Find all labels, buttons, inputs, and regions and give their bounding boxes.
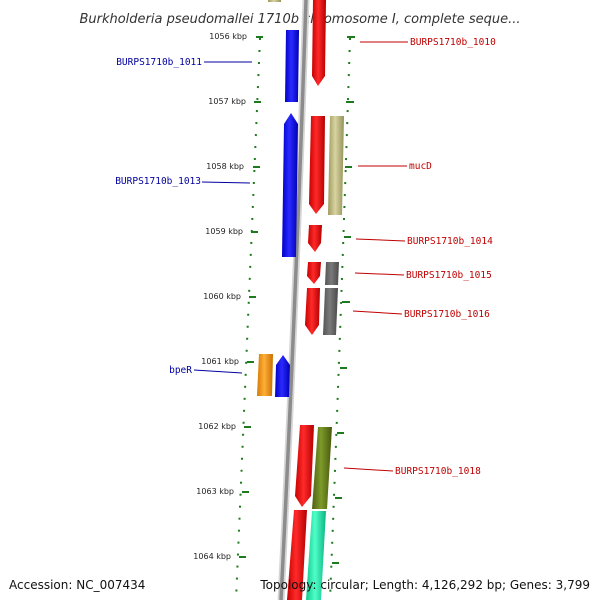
tick-1063: 1063 kbp [196, 487, 342, 499]
svg-text:BURPS1710b_1014: BURPS1710b_1014 [407, 236, 493, 247]
svg-text:bpeR: bpeR [169, 365, 192, 376]
svg-text:BURPS1710b_1018: BURPS1710b_1018 [395, 466, 481, 477]
gene-label-burps1710b-1016[interactable]: BURPS1710b_1016 [352, 309, 490, 320]
tick-label-1062: 1062 kbp [198, 422, 236, 431]
tick-1061: 1061 kbp [201, 357, 347, 369]
tick-1058: 1058 kbp [206, 162, 352, 171]
backbone [279, 0, 308, 600]
gene-arrow-bottom-red[interactable] [287, 510, 307, 600]
tick-1056: 1056 kbp [209, 32, 355, 41]
gene-arrow-khaki[interactable] [328, 116, 344, 215]
accession-text: Accession: NC_007434 [9, 578, 146, 592]
gene-arrow-burps1710b-1013[interactable] [282, 113, 298, 257]
tick-1057: 1057 kbp [208, 97, 354, 106]
gene-arrow-orange[interactable] [257, 354, 273, 396]
gene-arrow-grey-2[interactable] [323, 288, 338, 335]
gene-arrow-top-khaki[interactable] [268, 0, 281, 2]
gene-label-burps1710b-1014[interactable]: BURPS1710b_1014 [355, 236, 493, 247]
tick-label-1058: 1058 kbp [206, 162, 244, 171]
svg-text:mucD: mucD [409, 161, 432, 172]
gene-arrow-burps1710b-1010[interactable] [312, 0, 326, 86]
genome-summary-text: Topology: circular; Length: 4,126,292 bp… [260, 578, 590, 592]
tick-label-1056: 1056 kbp [209, 32, 247, 41]
svg-text:BURPS1710b_1013: BURPS1710b_1013 [115, 176, 201, 187]
tick-label-1064: 1064 kbp [193, 552, 231, 561]
gene-arrow-burps1710b-1018[interactable] [295, 425, 314, 507]
gene-arrow-burps1710b-1015[interactable] [307, 262, 321, 284]
tick-1064: 1064 kbp [193, 552, 339, 564]
gene-arrow-olive[interactable] [312, 427, 332, 509]
gene-arrow-burps1710b-1016[interactable] [305, 288, 320, 335]
gene-arrow-burps1710b-1011[interactable] [285, 30, 299, 102]
gene-label-mucD[interactable]: mucD [358, 161, 432, 172]
tick-label-1063: 1063 kbp [196, 487, 234, 496]
map-title: Burkholderia pseudomallei 1710b chromoso… [79, 12, 520, 27]
gene-arrow-burps1710b-1014[interactable] [308, 225, 322, 252]
gene-label-burps1710b-1013[interactable]: BURPS1710b_1013 [115, 176, 251, 187]
tick-1062: 1062 kbp [198, 422, 344, 434]
gene-label-burps1710b-1010[interactable]: BURPS1710b_1010 [360, 37, 496, 48]
gene-label-burps1710b-1018[interactable]: BURPS1710b_1018 [343, 466, 481, 477]
tick-1059: 1059 kbp [205, 227, 351, 238]
inner-scale-arc [235, 37, 261, 600]
gene-label-burps1710b-1015[interactable]: BURPS1710b_1015 [354, 270, 492, 281]
svg-text:BURPS1710b_1016: BURPS1710b_1016 [404, 309, 490, 320]
svg-text:BURPS1710b_1010: BURPS1710b_1010 [410, 37, 496, 48]
tick-label-1060: 1060 kbp [203, 292, 241, 301]
svg-text:BURPS1710b_1011: BURPS1710b_1011 [116, 57, 202, 68]
gene-label-burps1710b-1011[interactable]: BURPS1710b_1011 [116, 57, 252, 68]
tick-label-1061: 1061 kbp [201, 357, 239, 366]
tick-label-1059: 1059 kbp [205, 227, 243, 236]
gene-arrow-bottom-mint[interactable] [306, 511, 326, 600]
gene-label-bpeR[interactable]: bpeR [169, 365, 243, 376]
gene-arrow-grey-1[interactable] [325, 262, 339, 285]
tick-label-1057: 1057 kbp [208, 97, 246, 106]
svg-text:BURPS1710b_1015: BURPS1710b_1015 [406, 270, 492, 281]
gene-arrow-mucD[interactable] [309, 116, 325, 214]
tick-1060: 1060 kbp [203, 292, 350, 303]
gene-arrow-bpeR[interactable] [275, 355, 290, 397]
